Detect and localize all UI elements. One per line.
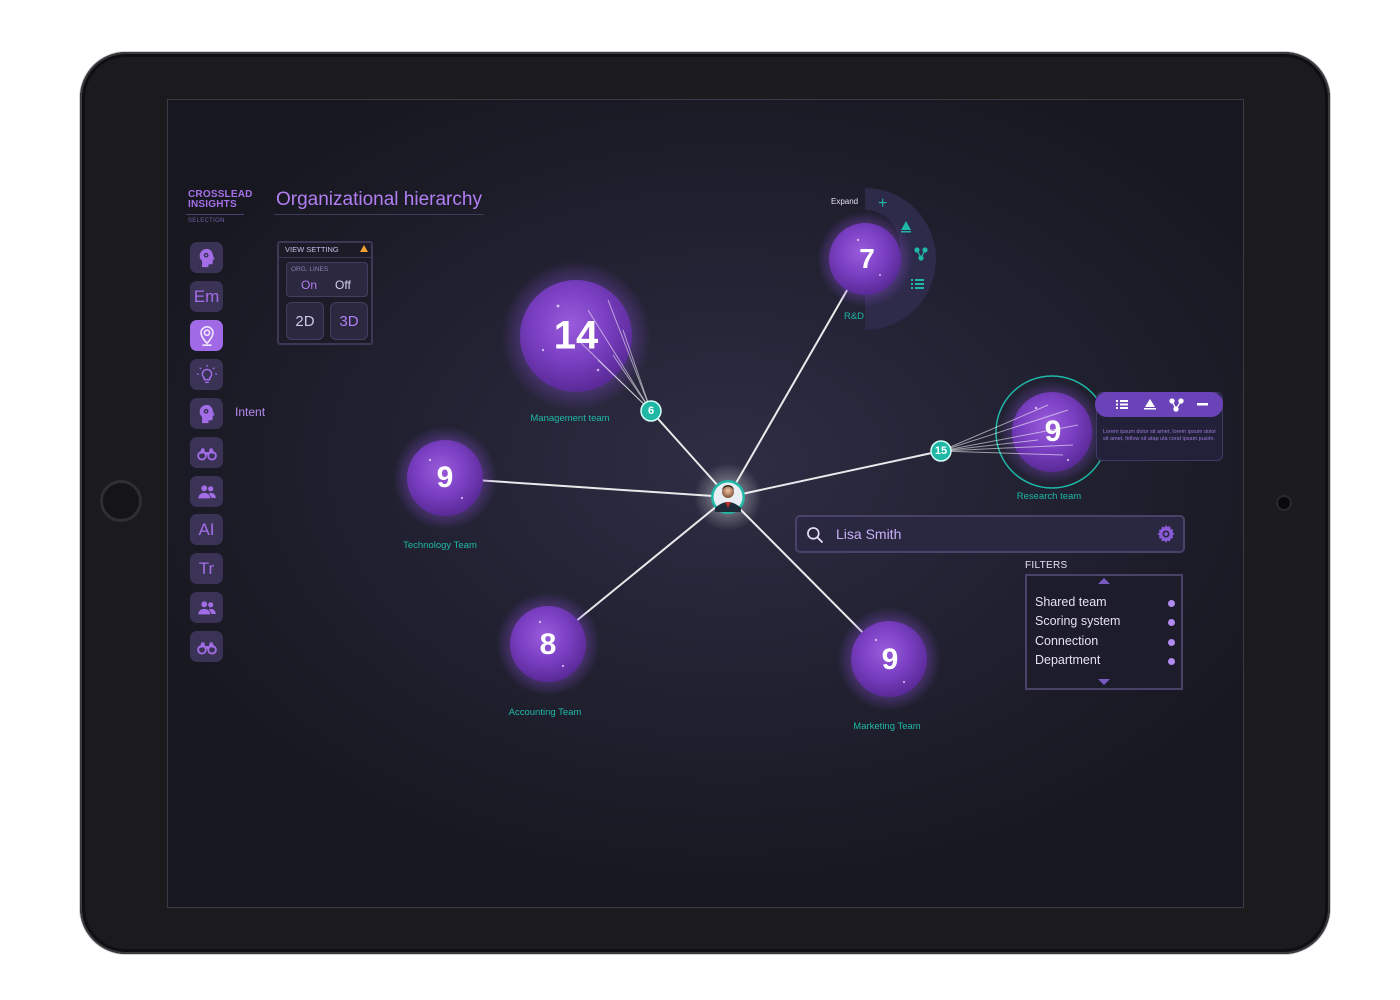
head-gear-icon [199,404,215,423]
scroll-down-icon[interactable] [1098,679,1110,685]
research-connector-badge[interactable] [930,440,952,462]
panel-divider [279,257,371,258]
sphere-sparkles [428,238,1070,684]
hierarchy-icon[interactable] [901,221,911,230]
rnd-count: 7 [859,243,875,274]
filter-toggle-dot[interactable] [1168,639,1175,646]
hierarchy-icon[interactable] [1144,399,1156,410]
app-screen: CROSSLEAD INSIGHTS SELECTION Organizatio… [167,99,1244,908]
management-connector-badge[interactable] [640,400,662,422]
sidebar-item-location[interactable] [190,320,223,351]
lightbulb-icon [196,364,217,383]
sidebar-item-people-2[interactable] [190,592,223,623]
binoculars-icon [196,641,217,655]
brand-divider [186,214,244,215]
network-icon[interactable] [914,247,928,261]
filter-item-connection[interactable]: Connection [1035,634,1099,648]
scroll-up-icon[interactable] [1098,578,1110,584]
accounting-label: Accounting Team [508,707,582,718]
brand-line-2: INSIGHTS [188,199,237,210]
sidebar-item-em[interactable]: Em [190,281,223,312]
gear-icon[interactable] [1155,523,1177,545]
search-bar [795,515,1185,553]
org-lines-label: ORG. LINES [291,266,329,273]
list-icon[interactable] [1116,400,1128,409]
tooltip-toolbar [1095,392,1223,417]
location-pin-icon [199,325,214,346]
view-setting-panel: VIEW SETTING ORG. LINES On Off 2D 3D [277,241,373,345]
research-fan-lines [940,404,1079,456]
home-button[interactable] [100,480,142,522]
expand-plus-icon[interactable]: + [878,195,887,212]
research-connector-count: 15 [934,445,948,457]
sidebar-item-ai[interactable]: AI [190,514,223,545]
title-underline [274,214,484,215]
org-lines-off-button[interactable]: Off [335,278,351,292]
sidebar-item-binoculars[interactable] [190,437,223,468]
filter-toggle-dot[interactable] [1168,600,1175,607]
org-graph: + [393,188,1109,711]
sidebar-item-tr[interactable]: Tr [190,553,223,584]
view-setting-title: VIEW SETTING [285,245,339,254]
binoculars-icon [196,447,217,461]
filter-item-department[interactable]: Department [1035,653,1101,667]
sidebar-item-people[interactable] [190,476,223,507]
search-input[interactable] [836,526,1136,542]
sidebar-item-intent[interactable] [190,398,223,429]
accounting-node[interactable] [510,606,586,682]
sidebar-item-binoculars-2[interactable] [190,631,223,662]
filter-item-shared-team[interactable]: Shared team [1035,595,1107,609]
tooltip-description: Lorem ipsum dolor sit amet, lorem ipsum … [1103,429,1217,442]
people-icon [197,484,216,498]
marketing-label: Marketing Team [853,721,921,732]
front-camera [1278,497,1290,509]
sidebar-hover-label: Intent [235,405,266,419]
network-icon[interactable] [1169,398,1184,412]
filters-title: FILTERS [1025,560,1068,571]
node-tooltip: Lorem ipsum dolor sit amet, lorem ipsum … [1095,392,1223,461]
center-avatar[interactable] [711,480,745,514]
brand-logo: CROSSLEAD INSIGHTS [188,190,253,210]
filter-toggle-dot[interactable] [1168,619,1175,626]
search-icon[interactable] [805,525,825,545]
expand-label: Expand [831,197,859,206]
brand-line-1: CROSSLEAD [188,189,253,200]
technology-node[interactable] [407,440,483,516]
sidebar-item-idea[interactable] [190,359,223,390]
sidebar-item-label: AI [198,519,215,539]
sidebar-item-label: Tr [198,558,215,578]
list-icon[interactable] [911,279,924,289]
accounting-count: 8 [539,628,557,661]
head-gear-icon [199,248,215,267]
filter-toggle-dot[interactable] [1168,658,1175,665]
technology-label: Technology Team [403,540,477,551]
research-count: 9 [1044,415,1062,448]
org-lines-toggle: ORG. LINES On Off [286,262,368,297]
view-2d-button[interactable]: 2D [286,302,324,340]
tooltip-actions [1116,398,1208,412]
page-title: Organizational hierarchy [276,189,482,210]
rnd-label: R&D [843,311,865,322]
collapse-icon[interactable] [1197,403,1208,406]
sidebar-item-label: Em [193,286,220,306]
warning-icon[interactable] [360,245,368,252]
management-fan-lines [577,299,652,412]
research-label: Research team [1016,491,1082,502]
view-3d-button[interactable]: 3D [330,302,368,340]
marketing-count: 9 [881,643,899,676]
management-count: 14 [553,313,599,358]
management-node[interactable] [520,280,632,392]
filter-item-scoring-system[interactable]: Scoring system [1035,614,1121,628]
sidebar-item-head[interactable] [190,242,223,273]
management-connector-count: 6 [647,405,655,417]
marketing-node[interactable] [851,621,927,697]
management-label: Management team [530,413,610,424]
org-lines-on-button[interactable]: On [301,278,318,292]
rnd-node[interactable] [829,223,901,295]
hierarchy-icon-base [901,231,911,233]
filters-list: Shared team Scoring system Connection De… [1025,574,1183,690]
people-icon [197,600,216,614]
brand-subtitle: SELECTION [188,218,225,224]
technology-count: 9 [436,461,454,494]
